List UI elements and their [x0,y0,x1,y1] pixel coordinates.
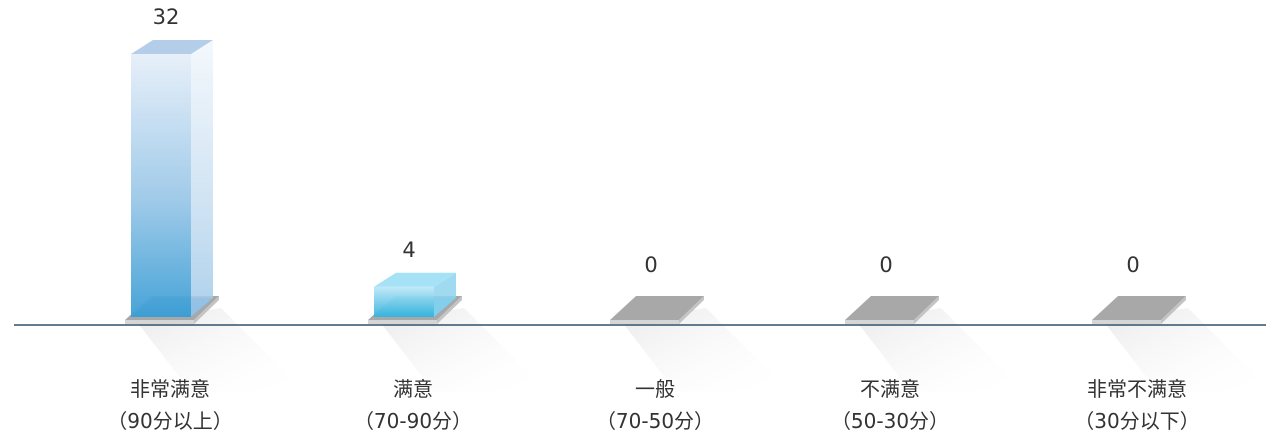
base-plate-side [679,296,704,324]
x-tick-sublabel: （70-90分） [354,409,472,433]
bar [131,54,191,317]
x-tick-label: 非常满意 [130,377,210,401]
base-plate-side [914,296,939,324]
bar-shadow [1104,308,1268,392]
bar-top [131,40,213,54]
base-plate-front [610,320,679,324]
bar-shadow [857,308,1023,392]
data-label: 4 [402,238,415,262]
base-plate [610,296,704,320]
bar-shadow [380,308,546,392]
base-plate [845,296,939,320]
bar-top [374,272,456,287]
x-tick-sublabel: （30分以下） [1074,409,1199,433]
base-plate-front [845,320,914,324]
data-label: 32 [153,5,180,29]
bar-side [434,272,456,317]
x-tick-sublabel: （50-30分） [831,409,949,433]
base-plate-front [125,320,194,324]
bar-side [191,40,213,317]
bar-shadow [622,308,788,392]
bar-shadow [137,308,303,392]
x-tick-sublabel: （70-50分） [596,409,714,433]
x-tick-label: 不满意 [860,377,920,401]
base-plate-front [368,320,437,324]
data-label: 0 [644,253,657,277]
x-tick-label: 一般 [635,377,675,401]
bar [374,286,434,317]
data-label: 0 [1126,253,1139,277]
base-plate-front [1092,320,1161,324]
base-plate [1092,296,1186,320]
base-plate-side [194,296,219,324]
x-tick-sublabel: （90分以上） [107,409,232,433]
base-plate-side [1161,296,1186,324]
x-tick-label: 满意 [393,377,433,401]
x-tick-label: 非常不满意 [1087,377,1187,401]
data-label: 0 [879,253,892,277]
base-plate-side [437,296,462,324]
